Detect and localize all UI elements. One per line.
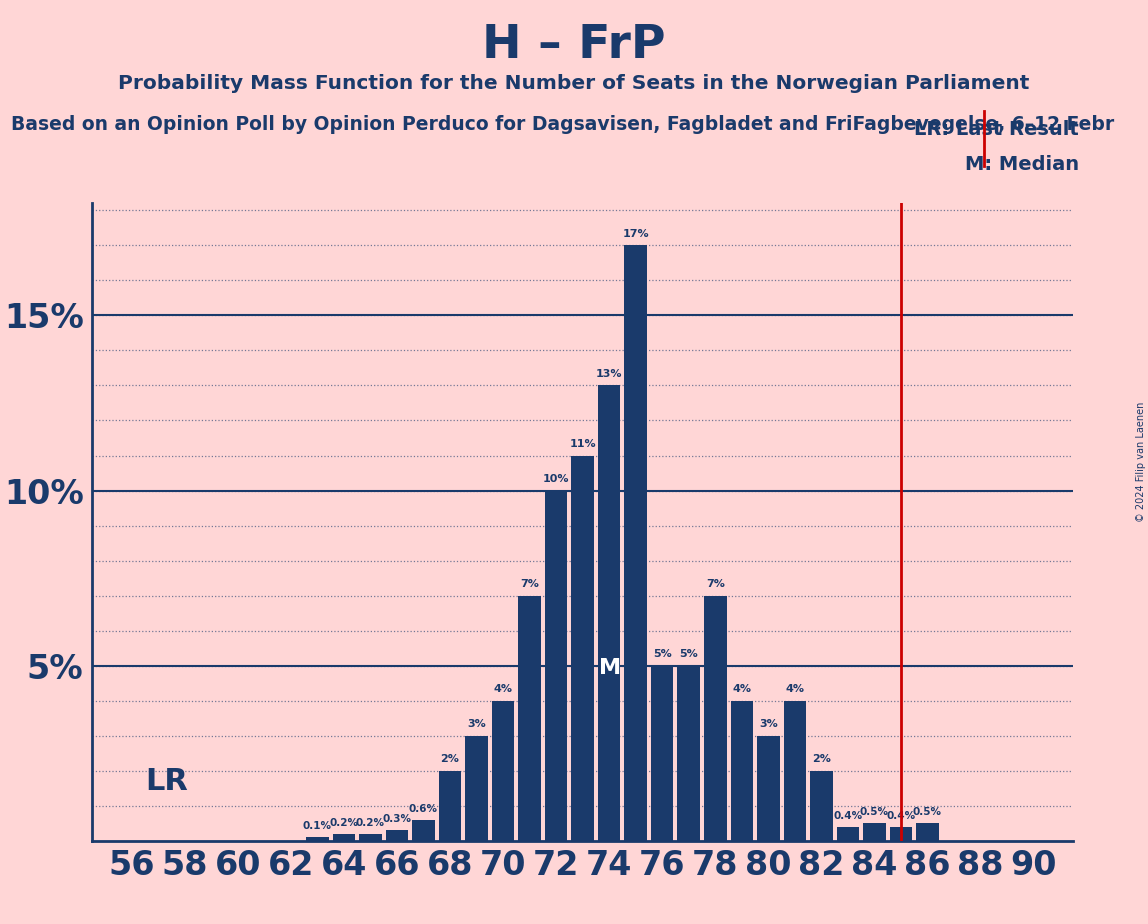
Bar	[333, 833, 355, 841]
Bar	[412, 820, 435, 841]
Text: 0.4%: 0.4%	[833, 810, 862, 821]
Bar	[704, 596, 727, 841]
Text: 4%: 4%	[785, 685, 805, 695]
Text: 0.1%: 0.1%	[303, 821, 332, 831]
Text: 13%: 13%	[596, 369, 622, 379]
Text: H – FrP: H – FrP	[482, 23, 666, 68]
Bar	[651, 665, 674, 841]
Text: 3%: 3%	[759, 720, 777, 729]
Text: 11%: 11%	[569, 439, 596, 449]
Bar	[677, 665, 700, 841]
Bar	[890, 827, 913, 841]
Text: 4%: 4%	[732, 685, 751, 695]
Text: Based on an Opinion Poll by Opinion Perduco for Dagsavisen, Fagbladet and FriFag: Based on an Opinion Poll by Opinion Perd…	[11, 115, 1115, 134]
Bar	[386, 831, 409, 841]
Text: 10%: 10%	[543, 474, 569, 484]
Text: 7%: 7%	[520, 579, 540, 590]
Bar	[359, 833, 381, 841]
Bar	[491, 700, 514, 841]
Text: 4%: 4%	[494, 685, 512, 695]
Text: M: Median: M: Median	[965, 155, 1079, 175]
Bar	[837, 827, 859, 841]
Bar	[439, 771, 461, 841]
Bar	[730, 700, 753, 841]
Bar	[916, 823, 939, 841]
Bar	[465, 736, 488, 841]
Text: 0.5%: 0.5%	[913, 807, 943, 817]
Bar	[784, 700, 806, 841]
Text: 0.3%: 0.3%	[382, 814, 411, 824]
Text: 0.5%: 0.5%	[860, 807, 889, 817]
Bar	[598, 385, 620, 841]
Bar	[863, 823, 886, 841]
Bar	[518, 596, 541, 841]
Text: 0.2%: 0.2%	[329, 818, 358, 828]
Text: 7%: 7%	[706, 579, 724, 590]
Text: 2%: 2%	[812, 755, 831, 764]
Bar	[757, 736, 779, 841]
Text: Probability Mass Function for the Number of Seats in the Norwegian Parliament: Probability Mass Function for the Number…	[118, 74, 1030, 93]
Text: 5%: 5%	[653, 650, 672, 660]
Bar	[572, 456, 594, 841]
Text: 0.6%: 0.6%	[409, 804, 437, 813]
Bar	[545, 491, 567, 841]
Text: © 2024 Filip van Laenen: © 2024 Filip van Laenen	[1135, 402, 1146, 522]
Text: 0.4%: 0.4%	[886, 810, 915, 821]
Text: 0.2%: 0.2%	[356, 818, 385, 828]
Text: 3%: 3%	[467, 720, 486, 729]
Bar	[625, 245, 647, 841]
Text: 5%: 5%	[680, 650, 698, 660]
Text: 17%: 17%	[622, 229, 649, 239]
Text: LR: LR	[145, 767, 188, 796]
Bar	[810, 771, 832, 841]
Text: LR: Last Result: LR: Last Result	[914, 120, 1079, 140]
Bar	[307, 837, 328, 841]
Text: M: M	[599, 658, 621, 678]
Text: 2%: 2%	[441, 755, 459, 764]
